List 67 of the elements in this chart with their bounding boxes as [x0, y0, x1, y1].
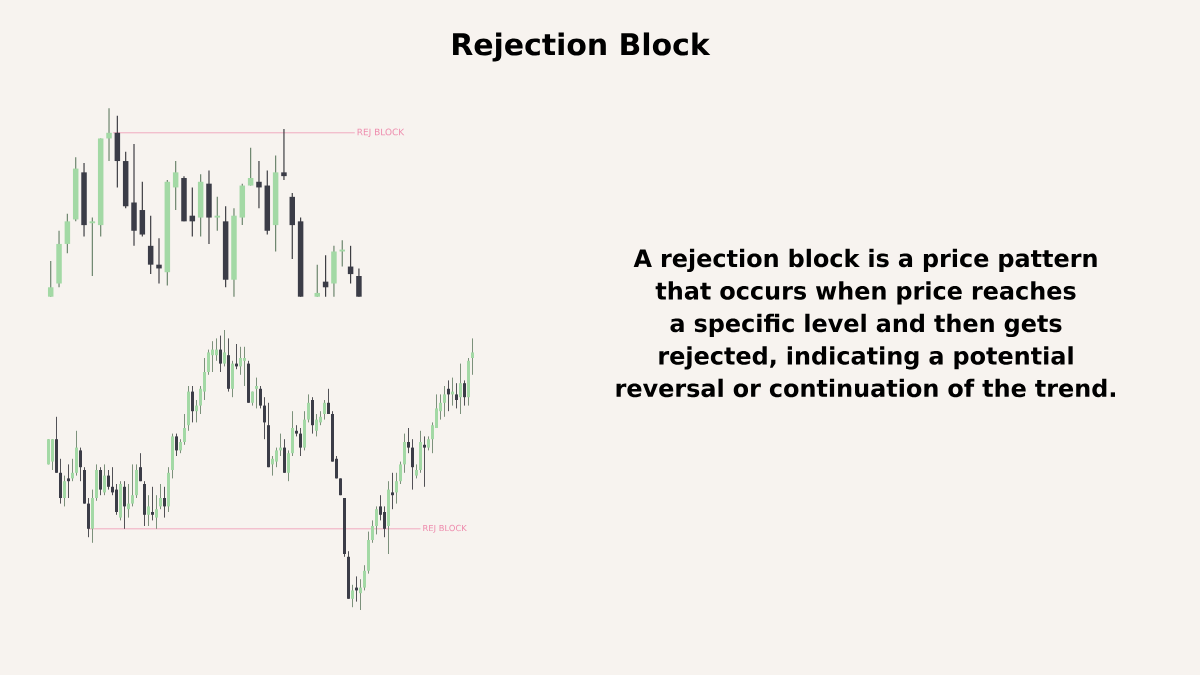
- candlestick: [79, 447, 82, 482]
- candlestick: [103, 463, 106, 496]
- candlestick: [327, 388, 330, 415]
- candlestick: [243, 346, 246, 387]
- candlestick: [395, 472, 398, 505]
- candlestick: [63, 475, 66, 507]
- candlestick: [214, 196, 221, 232]
- candlestick: [255, 377, 258, 409]
- candlestick: [147, 494, 150, 527]
- candlestick: [259, 385, 262, 409]
- candlestick: [239, 346, 242, 376]
- candlestick: [219, 335, 222, 373]
- text: A rejection block is a price pattern that occurs when price reaches a specific level and then gets rejected, indicating a potential reversal or continuation of the trend.: [616, 248, 1116, 398]
- candlestick: [403, 433, 406, 474]
- candlestick: [172, 160, 179, 211]
- candlestick: [263, 396, 266, 440]
- candlestick: [223, 329, 226, 367]
- candlestick: [383, 505, 386, 538]
- candlestick: [463, 379, 466, 407]
- candlestick: [391, 472, 394, 510]
- candlestick: [371, 519, 374, 544]
- candlestick: [163, 486, 166, 519]
- ref-line-label: REJ BLOCK: [357, 128, 405, 137]
- candlestick: [323, 399, 326, 421]
- candlestick: [315, 413, 318, 437]
- candlestick: [175, 433, 178, 457]
- candlestick: [123, 480, 126, 530]
- candlestick: [147, 215, 154, 275]
- candlestick: [307, 393, 310, 423]
- ref-line-label: REJ BLOCK: [423, 524, 467, 533]
- candlestick: [275, 447, 278, 468]
- candlestick: [67, 463, 70, 499]
- candlestick: [299, 427, 302, 457]
- candlestick: [155, 494, 158, 530]
- candlestick: [459, 363, 462, 415]
- candlestick: [115, 483, 118, 516]
- candlestick: [89, 216, 96, 277]
- candlestick: [207, 349, 210, 376]
- candlestick: [256, 160, 262, 209]
- candlestick: [159, 483, 162, 510]
- candlestick: [183, 413, 186, 446]
- candlestick: [443, 385, 446, 418]
- candlestick: [191, 385, 194, 423]
- candlestick: [99, 466, 102, 496]
- candlestick: [455, 382, 458, 409]
- candlestick: [107, 469, 110, 491]
- candlestick: [363, 564, 366, 591]
- candlestick: [351, 584, 354, 608]
- candlestick: [287, 449, 290, 482]
- text: Rejection Block: [453, 32, 711, 62]
- candlestick: [399, 461, 402, 485]
- candlestick: [423, 435, 426, 488]
- candlestick: [356, 267, 362, 298]
- candlestick: [281, 128, 287, 181]
- candlestick: [151, 486, 154, 521]
- candlestick: [131, 463, 134, 507]
- candlestick: [314, 264, 321, 298]
- candlestick: [47, 260, 54, 298]
- candlestick: [471, 337, 474, 376]
- candlestick: [247, 147, 254, 187]
- candlestick: [407, 427, 410, 454]
- candlestick: [139, 452, 142, 482]
- candlestick: [64, 213, 71, 254]
- candlestick: [106, 107, 112, 162]
- candlestick: [411, 438, 414, 491]
- candlestick: [375, 505, 378, 535]
- candlestick: [51, 438, 54, 471]
